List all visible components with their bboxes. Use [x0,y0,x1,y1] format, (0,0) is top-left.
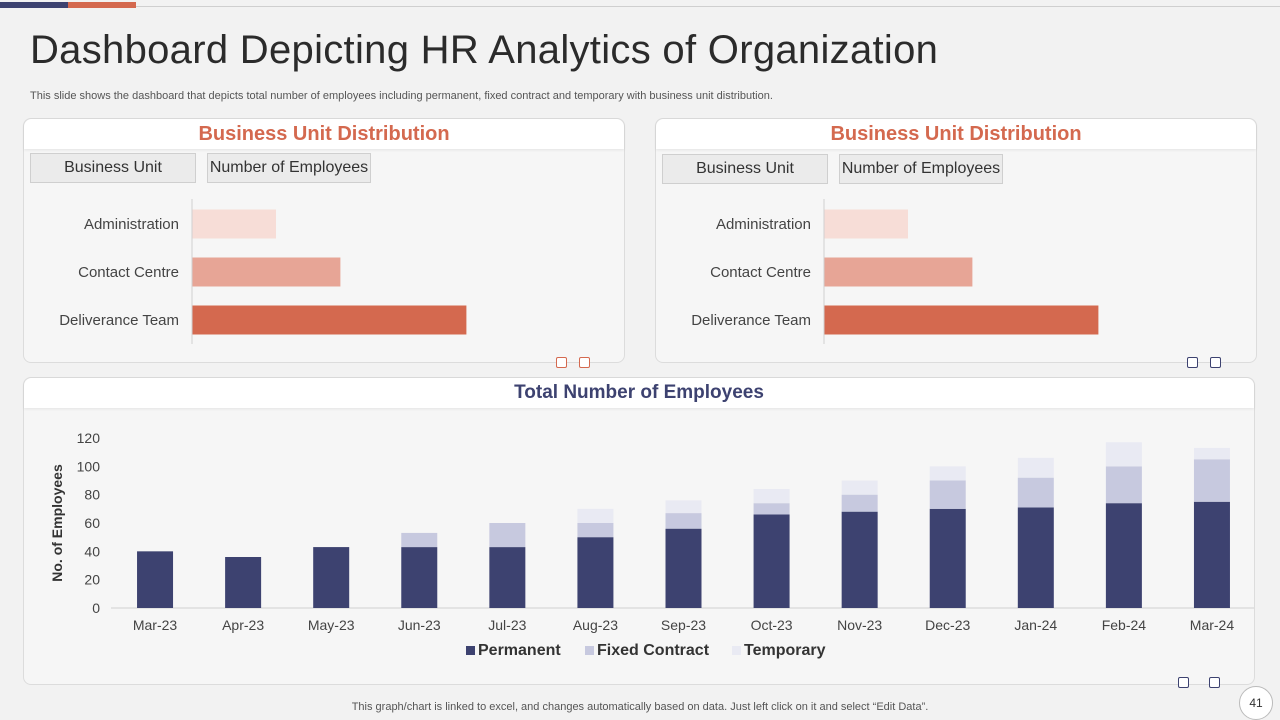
bar-segment[interactable] [841,511,878,608]
x-tick-label: Mar-24 [1190,617,1235,633]
bar-segment[interactable] [1193,501,1230,608]
x-tick-label: Mar-23 [133,617,178,633]
legend-swatch [585,646,594,655]
x-tick-label: Aug-23 [573,617,618,633]
y-tick-label: 40 [84,543,100,559]
bar-segment[interactable] [665,513,702,529]
x-tick-label: Sep-23 [661,617,706,633]
bar-segment[interactable] [1193,459,1230,502]
page-title: Dashboard Depicting HR Analytics of Orga… [30,28,939,72]
panel-handle-square [1210,357,1221,368]
category-label: Contact Centre [78,264,179,281]
bar-segment[interactable] [929,466,966,481]
panel-title: Business Unit Distribution [24,119,624,149]
x-tick-label: Feb-24 [1102,617,1147,633]
legend: Permanent Fixed Contract Temporary [466,642,826,659]
header-number-of-employees: Number of Employees [207,153,371,183]
bar-segment[interactable] [313,547,350,608]
bar-segment[interactable] [577,523,614,538]
bar[interactable] [824,257,973,287]
bar-segment[interactable] [665,528,702,608]
header-business-unit: Business Unit [30,153,196,183]
bar[interactable] [192,257,341,287]
legend-label: Temporary [744,642,826,659]
bar-segment[interactable] [753,514,790,609]
business-unit-bar-chart[interactable]: Administration Contact Centre Deliverance … [656,119,1256,362]
x-tick-label: Oct-23 [751,617,793,633]
bar-segment[interactable] [1193,447,1230,460]
business-unit-panel-left: Business Unit Distribution Business Unit… [23,118,625,363]
bar[interactable] [824,209,908,239]
bar-segment[interactable] [577,537,614,608]
x-tick-label: Jul-23 [488,617,526,633]
bar-segment[interactable] [929,480,966,509]
panel-title: Business Unit Distribution [656,119,1256,149]
total-employees-panel: Total Number of Employees 0 20 40 60 80 100 12… [23,377,1255,685]
y-tick-label: 60 [84,515,100,531]
y-axis-label: No. of Employees [49,464,65,582]
panel-handle-square [579,357,590,368]
x-tick-label: Jan-24 [1014,617,1057,633]
bar-segment[interactable] [753,503,790,515]
bar-segment[interactable] [137,551,174,608]
bar-segment[interactable] [665,500,702,514]
bar-segment[interactable] [1017,477,1054,508]
header-business-unit: Business Unit [662,154,828,184]
x-tick-label: Nov-23 [837,617,882,633]
category-label: Deliverance Team [691,312,811,329]
page-number: 41 [1239,686,1273,720]
bar-segment[interactable] [1105,466,1142,504]
bar-segment[interactable] [841,480,878,495]
bar-segment[interactable] [225,557,262,608]
y-tick-label: 0 [92,600,100,616]
accent-orange [68,2,136,8]
category-label: Contact Centre [710,264,811,281]
x-tick-label: Dec-23 [925,617,970,633]
bar-segment[interactable] [401,532,438,548]
bar-segment[interactable] [401,547,438,608]
legend-label: Permanent [478,642,561,659]
panel-handle-square [556,357,567,368]
panel-handle-square [1187,357,1198,368]
x-tick-label: Apr-23 [222,617,264,633]
footnote: This graph/chart is linked to excel, and… [351,701,929,713]
top-divider [136,6,1280,7]
bar[interactable] [192,305,467,335]
bar-segment[interactable] [929,508,966,608]
header-number-of-employees: Number of Employees [839,154,1003,184]
bar[interactable] [824,305,1099,335]
accent-navy [0,2,68,8]
legend-swatch [732,646,741,655]
bar[interactable] [192,209,276,239]
panel-handle-square [1209,677,1220,688]
x-tick-label: Jun-23 [398,617,441,633]
x-tick-label: May-23 [308,617,355,633]
bar-segment[interactable] [577,508,614,523]
bar-segment[interactable] [753,489,790,504]
panel-handle-square [1178,677,1189,688]
bar-segment[interactable] [1105,442,1142,467]
total-employees-chart[interactable]: 0 20 40 60 80 100 120 No. of Employees Mar-23 Apr… [24,378,1254,684]
y-tick-label: 20 [84,572,100,588]
y-tick-label: 120 [77,430,101,446]
panel-title: Total Number of Employees [24,378,1254,408]
bar-segment[interactable] [489,547,526,608]
bar-segment[interactable] [1017,457,1054,478]
bar-segment[interactable] [1105,503,1142,608]
category-label: Administration [84,216,179,233]
category-label: Deliverance Team [59,312,179,329]
business-unit-panel-right: Business Unit Distribution Business Unit… [655,118,1257,363]
legend-label: Fixed Contract [597,642,710,659]
page-subtitle: This slide shows the dashboard that depi… [30,90,773,102]
category-label: Administration [716,216,811,233]
y-tick-label: 100 [77,458,101,474]
bar-segment[interactable] [841,494,878,512]
legend-swatch [466,646,475,655]
bar-segment[interactable] [489,523,526,548]
business-unit-bar-chart[interactable]: Administration Contact Centre Deliverance … [24,119,624,362]
bar-segment[interactable] [1017,507,1054,608]
y-tick-label: 80 [84,487,100,503]
